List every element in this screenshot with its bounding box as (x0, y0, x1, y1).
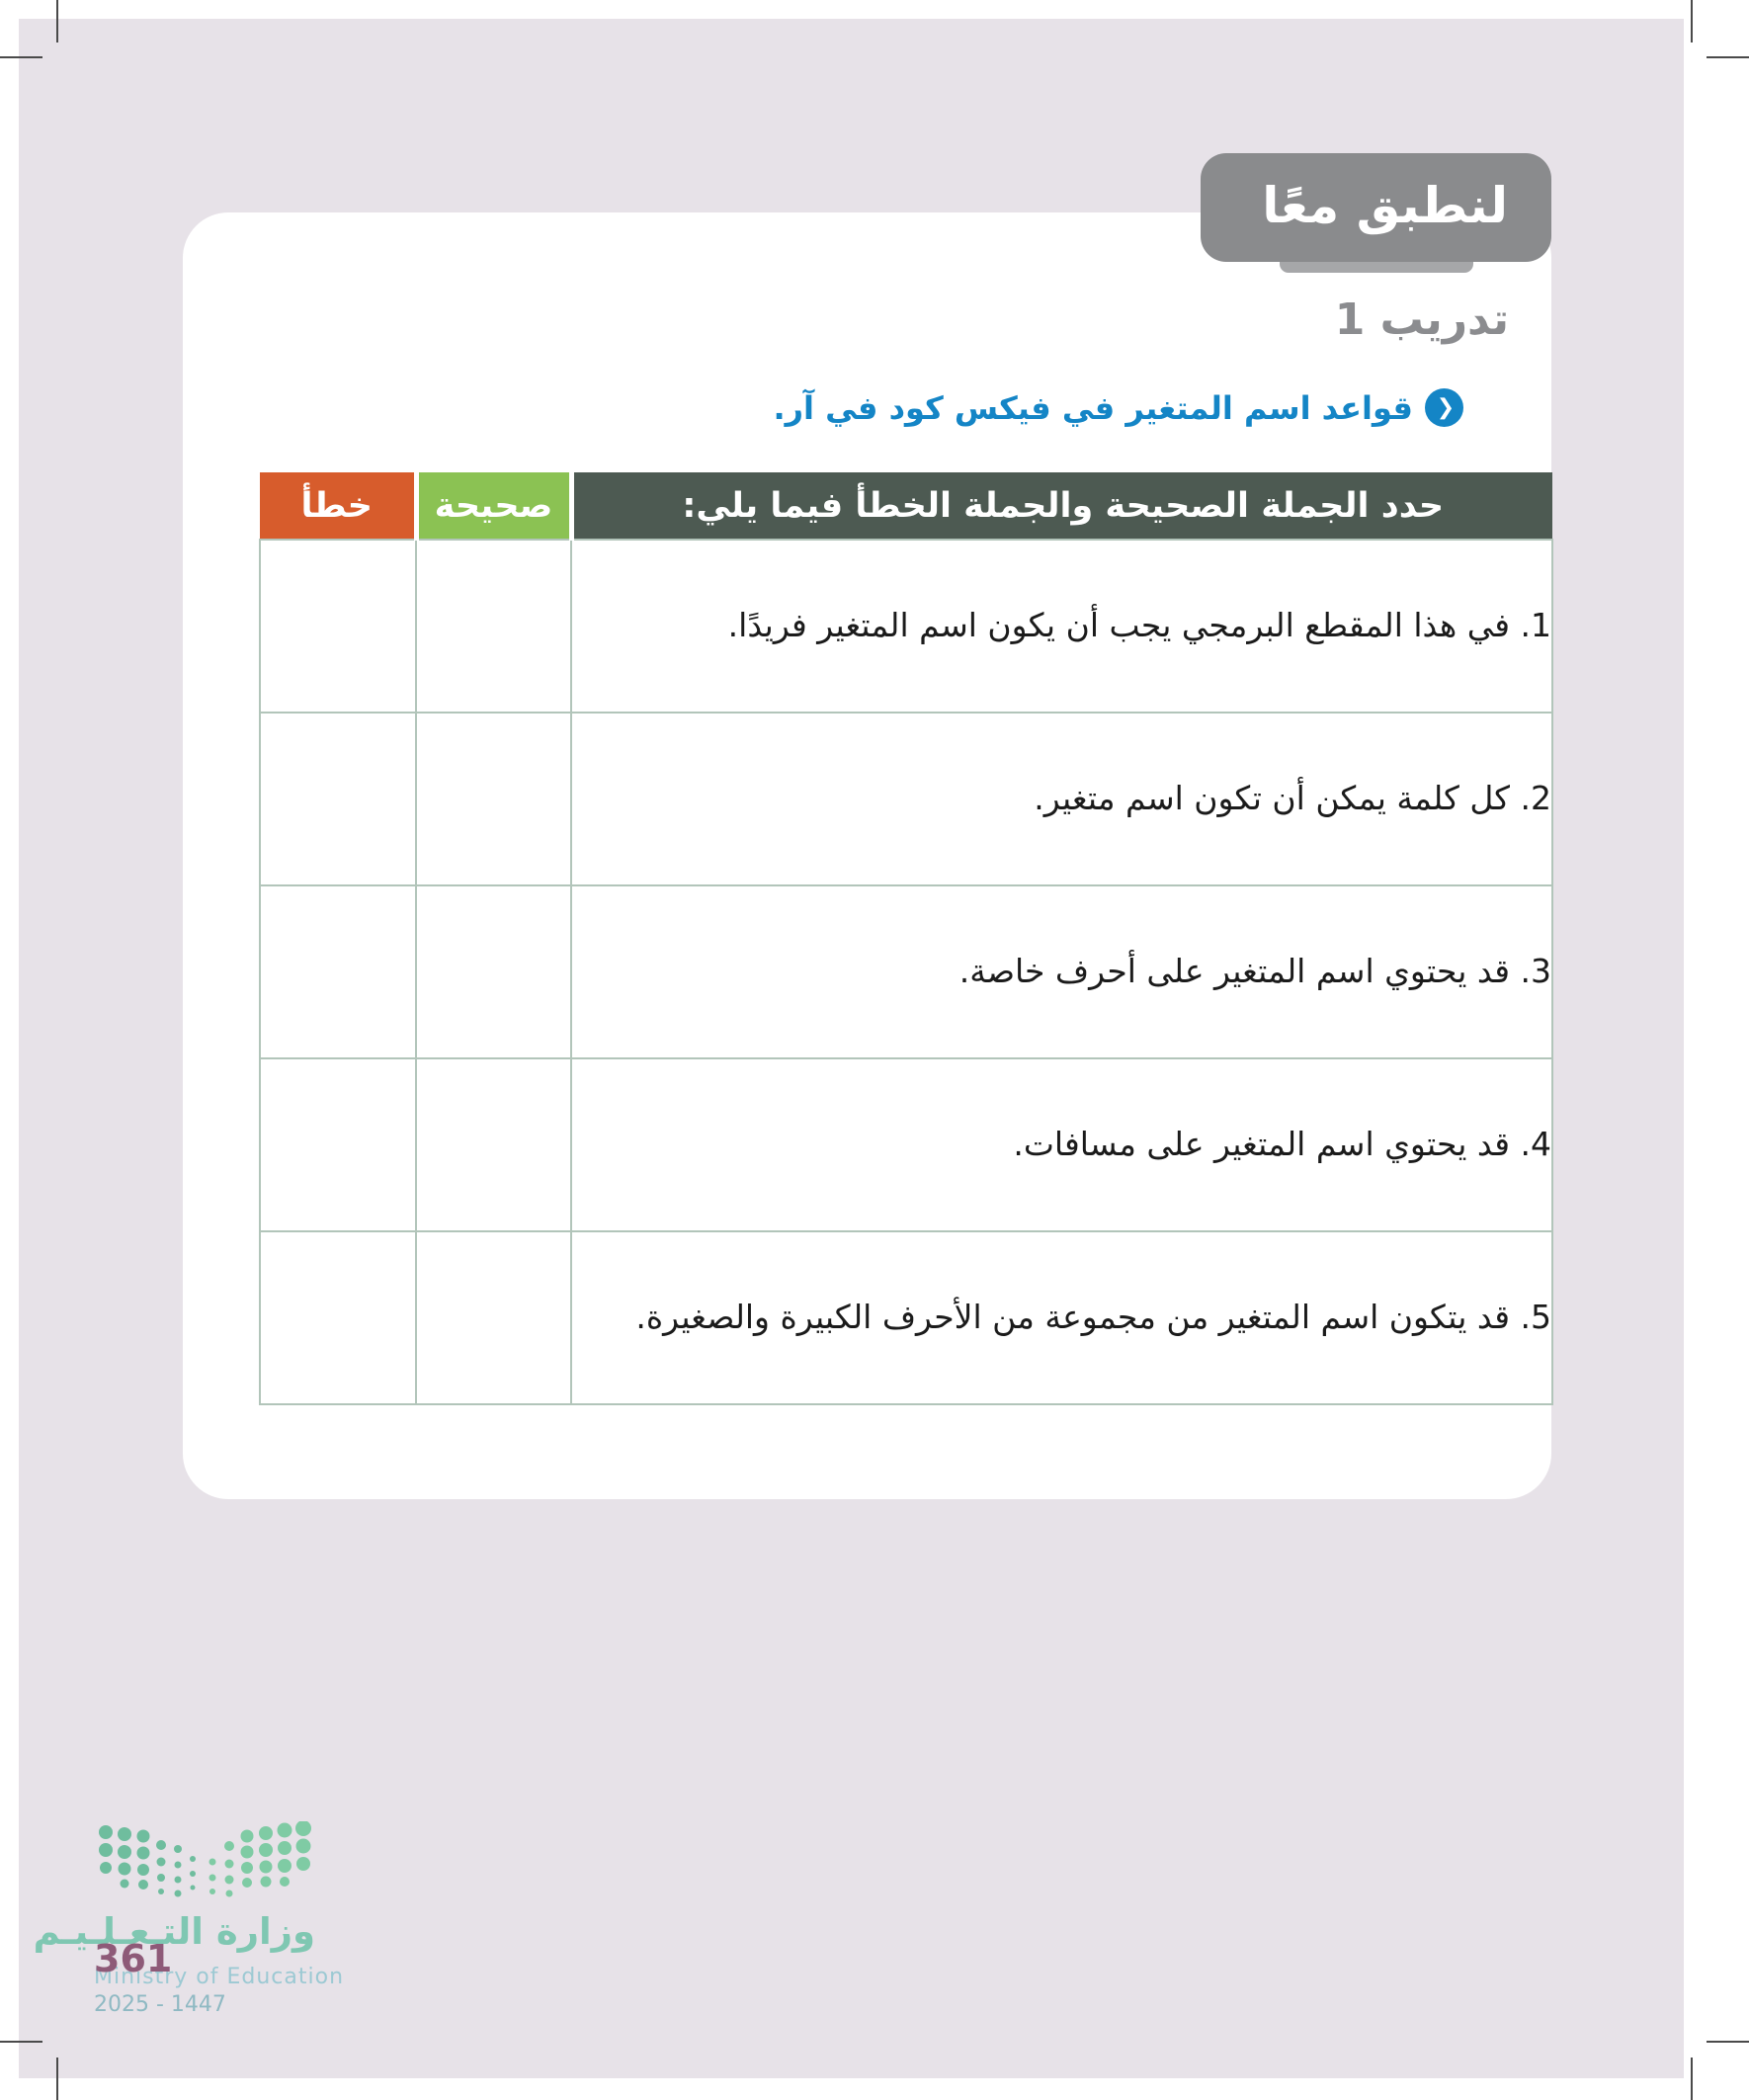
edition-years: 2025 - 1447 (94, 1992, 226, 2017)
answer-cell-wrong-4[interactable] (259, 1057, 417, 1232)
answer-cell-correct-1[interactable] (415, 539, 572, 714)
ministry-logo-dots (99, 1821, 311, 1897)
section-banner-tab (1280, 260, 1473, 273)
table-row: 1. في هذا المقطع البرمجي يجب أن يكون اسم… (259, 539, 1553, 714)
crop-mark (1707, 56, 1749, 58)
answer-cell-wrong-2[interactable] (259, 712, 417, 886)
header-wrong: خطأ (260, 472, 416, 540)
statement-2: 2. كل كلمة يمكن أن تكون اسم متغير. (570, 712, 1553, 886)
header-correct: صحيحة (413, 472, 574, 540)
statement-3: 3. قد يحتوي اسم المتغير على أحرف خاصة. (570, 884, 1553, 1059)
statement-1: 1. في هذا المقطع البرمجي يجب أن يكون اسم… (570, 539, 1553, 714)
prompt-row: ❮ قواعد اسم المتغير في فيكس كود في آر. (773, 388, 1463, 427)
crop-mark (0, 2041, 42, 2043)
answer-cell-wrong-5[interactable] (259, 1230, 417, 1405)
crop-mark (56, 2058, 58, 2100)
crop-mark (0, 56, 42, 58)
prompt-text: قواعد اسم المتغير في فيكس كود في آر. (773, 388, 1413, 427)
table-row: 4. قد يحتوي اسم المتغير على مسافات. (259, 1057, 1553, 1232)
table-row: 3. قد يحتوي اسم المتغير على أحرف خاصة. (259, 884, 1553, 1059)
table-header-row: حدد الجملة الصحيحة والجملة الخطأ فيما يل… (260, 472, 1552, 540)
crop-mark (1707, 2041, 1749, 2043)
ministry-logo-english: Ministry of Education (94, 1965, 345, 1989)
answer-cell-correct-2[interactable] (415, 712, 572, 886)
chevron-glyph: ❮ (1436, 395, 1456, 420)
exercise-title: تدريب 1 (1334, 294, 1509, 345)
quiz-table-wrap: حدد الجملة الصحيحة والجملة الخطأ فيما يل… (259, 472, 1553, 1405)
answer-cell-correct-5[interactable] (415, 1230, 572, 1405)
ministry-logo-arabic: وزارة التـعـلـيـم (33, 1910, 315, 1953)
crop-mark (1691, 2058, 1693, 2100)
table-row: 5. قد يتكون اسم المتغير من مجموعة من الأ… (259, 1230, 1553, 1405)
crop-mark (1691, 0, 1693, 42)
answer-cell-correct-3[interactable] (415, 884, 572, 1059)
crop-mark (56, 0, 58, 42)
answer-cell-correct-4[interactable] (415, 1057, 572, 1232)
page-number: 361 (94, 1937, 173, 1980)
chevron-left-icon: ❮ (1425, 388, 1463, 427)
answer-cell-wrong-3[interactable] (259, 884, 417, 1059)
section-banner: لنطبق معًا (1201, 153, 1551, 262)
quiz-table: حدد الجملة الصحيحة والجملة الخطأ فيما يل… (259, 472, 1553, 1405)
section-banner-title: لنطبق معًا (1262, 177, 1508, 234)
table-row: 2. كل كلمة يمكن أن تكون اسم متغير. (259, 712, 1553, 886)
answer-cell-wrong-1[interactable] (259, 539, 417, 714)
statement-4: 4. قد يحتوي اسم المتغير على مسافات. (570, 1057, 1553, 1232)
statement-5: 5. قد يتكون اسم المتغير من مجموعة من الأ… (570, 1230, 1553, 1405)
header-statement: حدد الجملة الصحيحة والجملة الخطأ فيما يل… (571, 472, 1552, 540)
